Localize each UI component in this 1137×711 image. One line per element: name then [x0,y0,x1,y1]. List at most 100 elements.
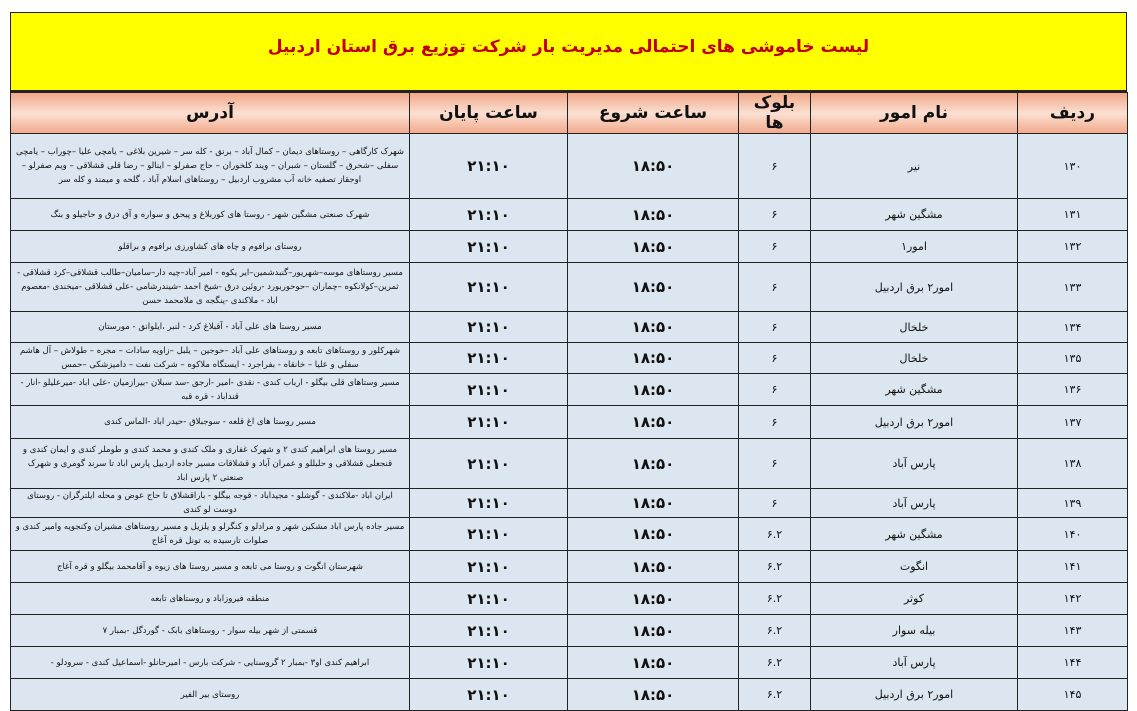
cell-name: مشگین شهر [810,198,1018,231]
cell-end: ۲۱:۱۰ [409,517,568,551]
cell-end: ۲۱:۱۰ [409,198,568,231]
cell-blocks: ۶ [738,230,811,263]
cell-address: مسیر جاده پارس اباد مشکین شهر و مرادلو و… [10,517,410,551]
cell-address: مسیر روستا های اغ قلعه - سوجبلاق -حیدر ا… [10,405,410,439]
cell-radif: ۱۳۹ [1017,488,1128,518]
header-blocks: بلوک ها [738,92,811,134]
cell-start: ۱۸:۵۰ [567,133,739,199]
cell-name: پارس آباد [810,646,1018,679]
cell-end: ۲۱:۱۰ [409,230,568,263]
cell-end: ۲۱:۱۰ [409,311,568,343]
cell-name: نیر [810,133,1018,199]
cell-address: مسیر وستاهای قلی بیگلو - ارباب کندی - نق… [10,373,410,406]
cell-address: شهرکلور و روستاهای تابعه و روستاهای علی … [10,342,410,374]
cell-blocks: ۶ [738,311,811,343]
cell-radif: ۱۳۴ [1017,311,1128,343]
cell-blocks: ۶ [738,373,811,406]
cell-address: روستای بیر الفیر [10,678,410,711]
table-row: ۱۳۷ امور۲ برق اردبیل ۶ ۱۸:۵۰ ۲۱:۱۰ مسیر روستا… [10,405,1128,439]
table-row: ۱۴۱ انگوت ۶.۲ ۱۸:۵۰ ۲۱:۱۰ شهرستان انگوت و روس… [10,550,1128,583]
cell-blocks: ۶.۲ [738,550,811,583]
table-row: ۱۳۳ امور۲ برق اردبیل ۶ ۱۸:۵۰ ۲۱:۱۰ مسیر روستا… [10,262,1128,312]
cell-blocks: ۶ [738,342,811,374]
cell-start: ۱۸:۵۰ [567,488,739,518]
header-row: ردیف نام امور بلوک ها ساعت شروع ساعت پای… [10,92,1128,134]
cell-start: ۱۸:۵۰ [567,198,739,231]
cell-end: ۲۱:۱۰ [409,646,568,679]
cell-start: ۱۸:۵۰ [567,405,739,439]
cell-address: مسیر روستا های ابراهیم کندی ۲ و شهرک غفا… [10,438,410,489]
cell-radif: ۱۴۲ [1017,582,1128,615]
cell-radif: ۱۳۱ [1017,198,1128,231]
header-radif: ردیف [1017,92,1128,134]
cell-blocks: ۶.۲ [738,678,811,711]
cell-address: قسمتی از شهر بیله سوار - روستاهای بابک -… [10,614,410,647]
cell-name: پارس آباد [810,488,1018,518]
cell-radif: ۱۴۳ [1017,614,1128,647]
table-row: ۱۳۹ پارس آباد ۶ ۱۸:۵۰ ۲۱:۱۰ ایران اباد -ملاکن… [10,488,1128,518]
cell-name: امور۲ برق اردبیل [810,678,1018,711]
cell-blocks: ۶ [738,438,811,489]
cell-start: ۱۸:۵۰ [567,373,739,406]
table-row: ۱۳۰ نیر ۶ ۱۸:۵۰ ۲۱:۱۰ شهرک کارگاهی – روستاهای… [10,133,1128,199]
cell-address: مسیر روستاهای موسه–شهریور–گنبدشمین–ایر ی… [10,262,410,312]
table-row: ۱۳۵ خلخال ۶ ۱۸:۵۰ ۲۱:۱۰ شهرکلور و روستاهای تا… [10,342,1128,374]
cell-address: روستای برافوم و چاه های کشاورزی برافوم و… [10,230,410,263]
cell-address: ایران اباد -ملاکندی - گوشلو - مجیداباد -… [10,488,410,518]
table-row: ۱۴۴ پارس آباد ۶.۲ ۱۸:۵۰ ۲۱:۱۰ ابراهیم کندی او… [10,646,1128,679]
cell-blocks: ۶.۲ [738,582,811,615]
cell-start: ۱۸:۵۰ [567,582,739,615]
cell-radif: ۱۳۰ [1017,133,1128,199]
cell-radif: ۱۴۰ [1017,517,1128,551]
cell-end: ۲۱:۱۰ [409,614,568,647]
header-name: نام امور [810,92,1018,134]
cell-end: ۲۱:۱۰ [409,488,568,518]
cell-start: ۱۸:۵۰ [567,438,739,489]
cell-end: ۲۱:۱۰ [409,582,568,615]
cell-start: ۱۸:۵۰ [567,614,739,647]
cell-start: ۱۸:۵۰ [567,311,739,343]
cell-start: ۱۸:۵۰ [567,646,739,679]
table-row: ۱۳۸ پارس آباد ۶ ۱۸:۵۰ ۲۱:۱۰ مسیر روستا های اب… [10,438,1128,489]
cell-end: ۲۱:۱۰ [409,262,568,312]
cell-end: ۲۱:۱۰ [409,342,568,374]
cell-radif: ۱۴۴ [1017,646,1128,679]
cell-start: ۱۸:۵۰ [567,342,739,374]
header-start: ساعت شروع [567,92,739,134]
cell-name: مشگین شهر [810,373,1018,406]
table-row: ۱۳۱ مشگین شهر ۶ ۱۸:۵۰ ۲۱:۱۰ شهرک صنعتی مشگین … [10,198,1128,231]
cell-blocks: ۶.۲ [738,517,811,551]
cell-end: ۲۱:۱۰ [409,550,568,583]
cell-address: شهرک کارگاهی – روستاهای دیمان – کمال آبا… [10,133,410,199]
cell-start: ۱۸:۵۰ [567,517,739,551]
cell-end: ۲۱:۱۰ [409,678,568,711]
table-row: ۱۳۲ امور۱ ۶ ۱۸:۵۰ ۲۱:۱۰ روستای برافوم و چاه ه… [10,230,1128,263]
cell-name: خلخال [810,342,1018,374]
cell-start: ۱۸:۵۰ [567,262,739,312]
cell-address: شهرک صنعتی مشگین شهر - روستا های کوربلاغ… [10,198,410,231]
cell-blocks: ۶ [738,133,811,199]
outage-table: ردیف نام امور بلوک ها ساعت شروع ساعت پای… [10,92,1128,711]
cell-name: انگوت [810,550,1018,583]
cell-name: مشگین شهر [810,517,1018,551]
cell-end: ۲۱:۱۰ [409,438,568,489]
table-row: ۱۴۳ بیله سوار ۶.۲ ۱۸:۵۰ ۲۱:۱۰ قسمتی از شهر بی… [10,614,1128,647]
cell-blocks: ۶ [738,262,811,312]
table-row: ۱۴۰ مشگین شهر ۶.۲ ۱۸:۵۰ ۲۱:۱۰ مسیر جاده پارس … [10,517,1128,551]
cell-name: پارس آباد [810,438,1018,489]
cell-end: ۲۱:۱۰ [409,133,568,199]
header-address: آدرس [10,92,410,134]
cell-start: ۱۸:۵۰ [567,550,739,583]
cell-radif: ۱۴۱ [1017,550,1128,583]
cell-name: کوثر [810,582,1018,615]
cell-name: امور۲ برق اردبیل [810,405,1018,439]
cell-address: شهرستان انگوت و روستا می تابعه و مسیر رو… [10,550,410,583]
cell-blocks: ۶ [738,488,811,518]
cell-address: ابراهیم کندی او۳ -بمبار ۲ گروسنایی - شرک… [10,646,410,679]
cell-radif: ۱۳۳ [1017,262,1128,312]
cell-name: امور۱ [810,230,1018,263]
table-row: ۱۳۶ مشگین شهر ۶ ۱۸:۵۰ ۲۱:۱۰ مسیر وستاهای قلی … [10,373,1128,406]
cell-end: ۲۱:۱۰ [409,405,568,439]
header-end: ساعت پایان [409,92,568,134]
page-title: لیست خاموشی های احتمالی مدیریت بار شرکت … [267,36,870,57]
